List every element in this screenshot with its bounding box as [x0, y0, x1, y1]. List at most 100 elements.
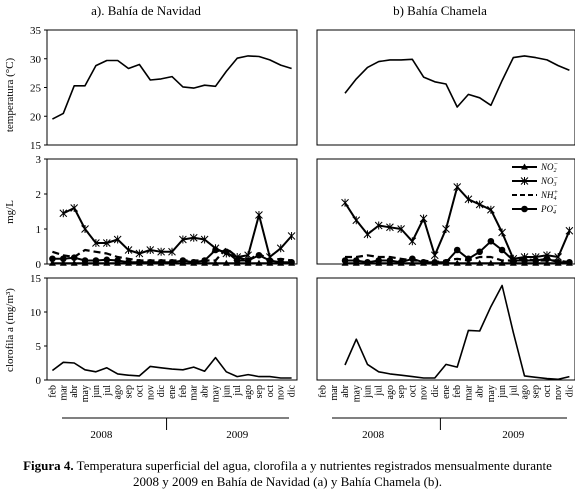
- data-point-no3: [200, 235, 209, 244]
- series-line-no3-1-left: [62, 207, 293, 258]
- x-tick-label: jun: [91, 385, 102, 399]
- data-point-po4: [190, 258, 198, 266]
- data-point-no3: [565, 226, 574, 235]
- plot-frame-1-right: [316, 158, 575, 265]
- data-point-no3: [453, 183, 462, 191]
- y-tick-label: 0: [36, 375, 42, 387]
- data-point-no2: [211, 259, 219, 266]
- x-tick-label: sep: [396, 385, 407, 398]
- x-tick-label: oct: [407, 385, 418, 397]
- data-point-po4: [521, 257, 528, 264]
- data-point-no3: [168, 247, 176, 256]
- x-tick-label: feb: [452, 385, 463, 398]
- y-axis-labels: temperatura (°C) mg/L clorofila a (mg/m³…: [4, 57, 16, 371]
- caption-label: Figura 4.: [23, 458, 74, 473]
- figure-caption: Figura 4. Temperatura superficial del ag…: [0, 458, 575, 490]
- x-tick-label: abr: [200, 384, 211, 397]
- data-point-no2: [255, 259, 263, 266]
- legend-label-po4: PO4−: [540, 202, 558, 216]
- legend-label-base: NO: [540, 176, 554, 186]
- data-point-no3: [124, 246, 133, 254]
- data-point-no3: [430, 251, 439, 260]
- data-point-po4: [465, 255, 472, 263]
- series-line-value-0-left: [52, 55, 292, 120]
- legend-label-superscript: −: [554, 160, 559, 168]
- x-tick-label: feb: [318, 385, 329, 398]
- data-point-no3: [442, 225, 450, 233]
- x-tick-label: mar: [58, 384, 69, 400]
- data-point-po4: [49, 255, 56, 263]
- data-point-po4: [397, 258, 405, 266]
- y-tick-label: 15: [30, 273, 42, 285]
- data-point-po4: [566, 258, 573, 266]
- x-tick-label: may: [80, 385, 91, 402]
- x-tick-label: abr: [340, 384, 351, 397]
- legend-label-no2: NO2−: [540, 160, 559, 174]
- data-point-no3: [386, 223, 394, 232]
- x-tick-label: dic: [156, 384, 167, 397]
- x-tick-label: oct: [134, 385, 145, 397]
- legend-label-base: NO: [540, 162, 554, 172]
- series-line-value-0-right: [344, 55, 570, 108]
- y-tick-label: 30: [30, 54, 42, 66]
- x-tick-label: sep: [531, 385, 542, 398]
- data-point-po4: [92, 257, 100, 264]
- x-tick-label: nov: [553, 385, 564, 400]
- x-tick-label: jul: [232, 385, 243, 397]
- data-point-po4: [244, 257, 252, 264]
- panel-titles: a). Bahía de Navidad b) Bahía Chamela: [91, 3, 487, 18]
- data-point-po4: [352, 257, 360, 264]
- legend-label-nh4: NH4+: [540, 188, 559, 202]
- data-point-no3: [287, 232, 296, 240]
- data-point-no3: [255, 211, 263, 219]
- series-line-value-2-right: [344, 284, 570, 381]
- x-tick-label: ago: [520, 385, 531, 399]
- data-point-no2: [222, 259, 230, 266]
- data-point-po4: [212, 246, 219, 254]
- x-tick-label: may: [210, 385, 221, 402]
- data-point-po4: [179, 257, 187, 264]
- x-tick-label: jul: [508, 385, 519, 397]
- data-point-no2: [498, 259, 506, 266]
- data-point-po4: [409, 255, 416, 263]
- data-point-po4: [487, 237, 495, 245]
- data-point-no3: [146, 246, 155, 254]
- x-tick-label: ago: [113, 385, 124, 399]
- data-point-po4: [543, 255, 551, 263]
- year-axis: 2008 2009 2008 2009: [62, 417, 567, 441]
- x-tick-label: dic: [430, 384, 441, 397]
- figure-canvas: a). Bahía de Navidad b) Bahía Chamela te…: [4, 3, 575, 441]
- data-point-po4: [476, 248, 483, 256]
- data-point-no3: [157, 247, 165, 256]
- data-point-po4: [114, 257, 121, 264]
- data-point-no3: [341, 198, 349, 207]
- title-bahia-navidad: a). Bahía de Navidad: [91, 3, 201, 18]
- series-line-value-2-left: [51, 356, 292, 379]
- ylabel-mgl: mg/L: [4, 200, 16, 224]
- data-point-no3: [70, 204, 79, 212]
- data-point-no3: [397, 225, 405, 233]
- data-point-po4: [364, 258, 371, 266]
- data-point-no3: [487, 205, 495, 214]
- data-series: [48, 55, 574, 381]
- plot-frames: [46, 29, 575, 381]
- data-point-no3: [59, 209, 68, 218]
- data-point-no3: [374, 221, 383, 230]
- data-point-no2: [453, 259, 461, 266]
- data-point-po4: [168, 258, 176, 266]
- data-point-no3: [92, 239, 100, 247]
- x-tick-label: jul: [102, 385, 113, 397]
- x-tick-label: oct: [542, 385, 553, 397]
- legend-label-superscript: +: [554, 188, 559, 196]
- x-tick-label: sep: [124, 385, 135, 398]
- data-point-no3: [102, 239, 111, 247]
- year-label-2009: 2009: [226, 429, 249, 441]
- data-point-po4: [255, 251, 263, 259]
- data-point-po4: [288, 258, 295, 266]
- x-tick-label: dic: [564, 384, 575, 397]
- year-label-2008: 2008: [90, 429, 113, 441]
- y-tick-label: 2: [36, 189, 42, 201]
- data-point-no3: [179, 235, 187, 244]
- data-point-no2: [48, 259, 56, 266]
- x-tick-label: abr: [69, 384, 80, 397]
